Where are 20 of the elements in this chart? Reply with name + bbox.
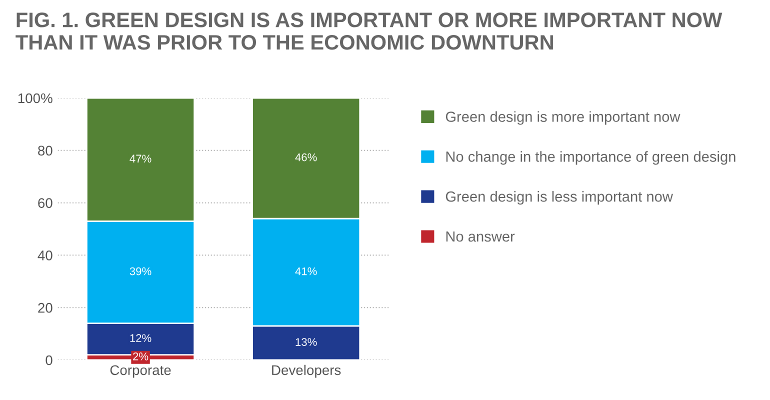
- y-tick-label: 20: [38, 302, 52, 313]
- chart-title: FIG. 1. GREEN DESIGN IS AS IMPORTANT OR MORE IMPORTANT NOW THAN IT WAS PRIOR TO THE ECONOMIC DOWNTURN: [16, 12, 722, 50]
- data-label: 12%: [130, 334, 152, 342]
- data-label: 46%: [295, 153, 317, 162]
- legend-label: No answer: [446, 232, 515, 242]
- legend-label: Green design is less important now: [446, 191, 673, 205]
- legend-label: No change in the importance of green design: [446, 151, 736, 165]
- legend-label: Green design is more important now: [446, 111, 680, 125]
- y-tick-label: 60: [38, 198, 52, 208]
- data-label: 13%: [296, 338, 317, 346]
- data-label: 41%: [295, 267, 317, 276]
- y-tick-label: 100%: [18, 93, 52, 104]
- y-tick-label: 0: [46, 355, 52, 366]
- data-label: 47%: [130, 154, 152, 163]
- data-label: 39%: [130, 267, 152, 276]
- x-tick-label: Developers: [272, 364, 341, 378]
- data-label: 2%: [133, 352, 148, 360]
- y-tick-label: 40: [38, 250, 52, 260]
- x-tick-label: Corporate: [110, 365, 171, 378]
- y-tick-label: 80: [38, 146, 52, 156]
